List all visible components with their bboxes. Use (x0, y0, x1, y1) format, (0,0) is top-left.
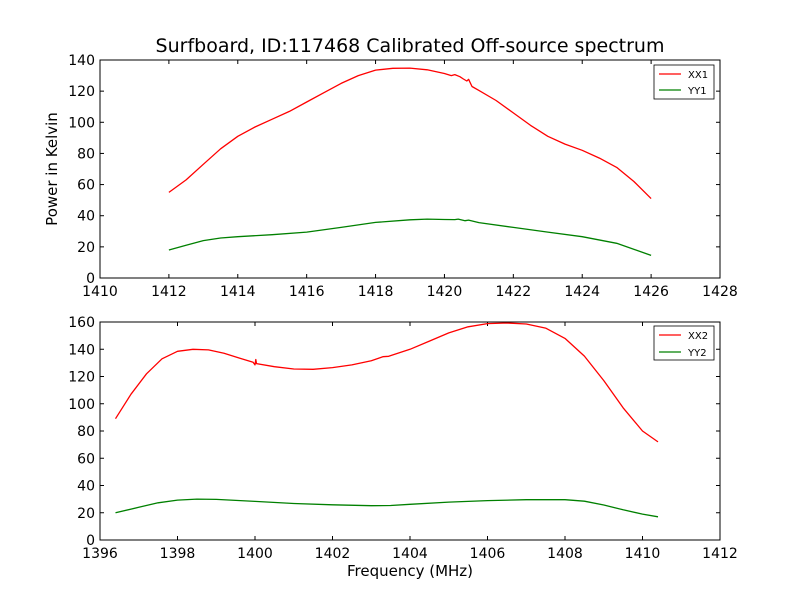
series-line-xx2 (114, 322, 659, 443)
legend-box (653, 325, 715, 361)
x-tick-label: 1408 (547, 546, 583, 562)
legend-entry: XX2 (659, 331, 708, 342)
series-line-yy1 (168, 218, 652, 257)
y-tick-label: 0 (86, 271, 95, 287)
y-tick-label: 60 (77, 178, 95, 194)
x-tick-label: 1400 (237, 546, 273, 562)
chart-title: Surfboard, ID:117468 Calibrated Off-sour… (156, 35, 665, 57)
x-tick-label: 1412 (702, 546, 738, 562)
y-tick-label: 20 (77, 240, 95, 256)
x-tick-label: 1410 (82, 284, 118, 300)
y-tick-label: 140 (68, 342, 95, 358)
x-tick-label: 1424 (564, 284, 600, 300)
axis-ticks: 1396 1398 1400 1402 1404 1406 1408 1410 1412 0 20 4… (68, 315, 738, 562)
x-tick-label: 1406 (470, 546, 506, 562)
y-axis-label: Power in Kelvin (43, 112, 61, 226)
x-tick-label: 1402 (315, 546, 351, 562)
y-tick-label: 80 (77, 146, 95, 162)
y-tick-label: 160 (68, 315, 95, 331)
legend-entry: YY2 (659, 348, 707, 359)
x-tick-label: 1420 (427, 284, 463, 300)
y-tick-label: 20 (77, 506, 95, 522)
legend: XX2 YY2 (653, 325, 715, 361)
y-tick-label: 40 (77, 479, 95, 495)
plot-lines (114, 322, 659, 518)
y-tick-label: 100 (68, 115, 95, 131)
y-tick-label: 100 (68, 397, 95, 413)
x-tick-label: 1410 (625, 546, 661, 562)
x-tick-label: 1396 (82, 546, 118, 562)
y-tick-label: 120 (68, 84, 95, 100)
series-line-xx1 (168, 67, 652, 200)
y-tick-label: 140 (68, 53, 95, 69)
top-chart: Surfboard, ID:117468 Calibrated Off-sour… (43, 35, 738, 300)
x-tick-label: 1418 (358, 284, 394, 300)
legend: XX1 YY1 (653, 64, 715, 100)
x-tick-label: 1422 (496, 284, 532, 300)
x-tick-label: 1398 (160, 546, 196, 562)
plot-frame (99, 59, 721, 279)
legend-label: YY2 (687, 348, 707, 359)
legend-label: YY1 (687, 86, 707, 97)
legend-label: XX2 (688, 331, 708, 342)
bottom-chart: Frequency (MHz) 1396 1398 1400 1402 1404 1406… (68, 315, 738, 580)
plot-frame (99, 321, 721, 541)
legend-box (653, 64, 715, 100)
x-tick-label: 1416 (289, 284, 325, 300)
y-tick-label: 60 (77, 451, 95, 467)
y-tick-label: 80 (77, 424, 95, 440)
x-tick-label: 1404 (392, 546, 428, 562)
legend-label: XX1 (688, 70, 708, 81)
x-axis-label: Frequency (MHz) (347, 562, 473, 580)
y-tick-label: 40 (77, 209, 95, 225)
legend-entry: XX1 (659, 70, 708, 81)
legend-entry: YY1 (659, 86, 707, 97)
x-tick-label: 1428 (702, 284, 738, 300)
axis-ticks: 1410 1412 1414 1416 1418 1420 1422 1424 1426 1428… (68, 53, 738, 300)
y-tick-label: 0 (86, 533, 95, 549)
series-line-yy2 (115, 498, 659, 518)
x-tick-label: 1412 (151, 284, 187, 300)
plot-lines (168, 67, 652, 257)
x-tick-label: 1414 (220, 284, 256, 300)
x-tick-label: 1426 (633, 284, 669, 300)
y-tick-label: 120 (68, 370, 95, 386)
